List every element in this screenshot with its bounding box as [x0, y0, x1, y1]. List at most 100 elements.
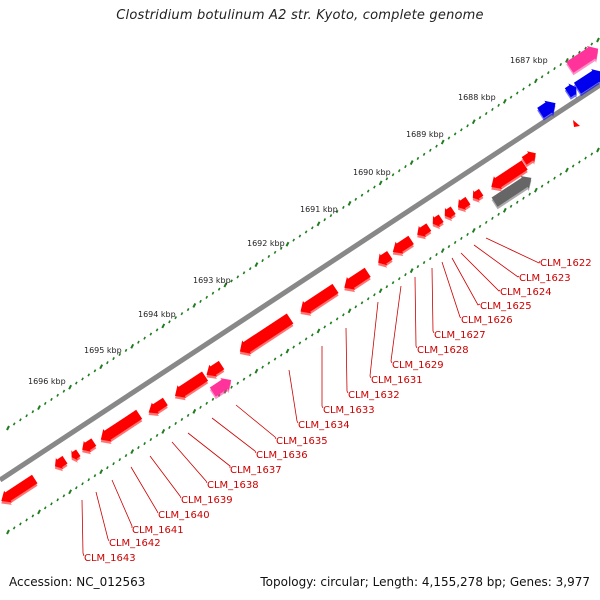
leader-line: [460, 252, 501, 292]
tick-mark: [515, 200, 519, 204]
tick-mark: [217, 287, 221, 291]
tick-mark: [385, 177, 389, 181]
gene-label: CLM_1632: [348, 390, 400, 401]
leader-line: [369, 301, 379, 379]
tick-mark: [56, 498, 59, 502]
tick-mark: [112, 357, 115, 361]
tick-mark: [6, 529, 10, 535]
leader-line: [485, 237, 541, 264]
tick-mark: [236, 275, 240, 279]
tick-mark: [440, 139, 445, 145]
gene-labels: CLM_1622 CLM_1623 CLM_1624 CLM_1625 CLM_1626…: [84, 258, 592, 564]
gene-arrow: [300, 283, 339, 314]
tick-mark: [143, 336, 146, 340]
tick-mark: [540, 75, 544, 79]
tick-mark: [168, 320, 171, 324]
leader-line: [414, 276, 418, 349]
accession-text: Accession: NC_012563: [9, 575, 146, 589]
tick-mark: [559, 172, 563, 176]
tick-mark: [453, 240, 457, 245]
tick-mark: [205, 295, 209, 299]
gene-arrow: [209, 378, 232, 397]
tick-mark: [342, 313, 345, 317]
tick-mark: [168, 425, 171, 430]
gene-label: CLM_1633: [323, 405, 375, 416]
tick-mark: [397, 169, 401, 173]
gene-arrow: [521, 151, 536, 165]
tick-mark: [99, 364, 104, 370]
leader-line: [345, 327, 349, 394]
gene-label: CLM_1628: [417, 345, 469, 356]
gene-arrow: [206, 360, 225, 377]
gene-label: CLM_1625: [480, 301, 532, 312]
tick-mark: [522, 196, 525, 200]
kbp-label: 1693 kbp: [193, 276, 231, 285]
tick-mark: [578, 50, 581, 54]
tick-mark: [391, 281, 395, 285]
tick-mark: [565, 167, 569, 173]
tick-mark: [254, 368, 259, 374]
leader-line: [171, 441, 208, 484]
tick-mark: [416, 265, 420, 269]
leader-line: [288, 369, 299, 424]
leader-line: [187, 432, 231, 468]
gene-arrow: [1, 474, 38, 503]
tick-mark: [205, 401, 209, 405]
gene-arrow: [537, 100, 556, 118]
gene-arrow-small: [573, 120, 580, 127]
tick-mark: [590, 152, 594, 156]
genome-summary-text: Topology: circular; Length: 4,155,278 bp…: [260, 575, 590, 589]
kbp-label: 1688 kbp: [458, 93, 496, 102]
tick-mark: [186, 413, 190, 417]
tick-mark: [409, 268, 414, 274]
gene-label: CLM_1643: [84, 553, 136, 564]
kbp-label: 1691 kbp: [300, 205, 338, 214]
leader-line: [130, 466, 159, 514]
gene-label: CLM_1626: [461, 315, 513, 326]
tick-mark: [192, 408, 197, 414]
tick-mark: [422, 152, 426, 156]
tick-mark: [416, 156, 420, 160]
tick-mark: [292, 345, 295, 349]
tick-mark: [75, 381, 78, 385]
tick-mark: [180, 417, 184, 421]
tick-mark: [471, 227, 476, 233]
tick-mark: [347, 308, 352, 314]
tick-mark: [304, 337, 308, 341]
tick-mark: [230, 279, 233, 283]
gene-features: [1, 46, 600, 505]
tick-mark: [242, 271, 246, 275]
genome-backbone: [0, 82, 600, 483]
tick-mark: [378, 288, 383, 294]
tick-mark: [316, 221, 321, 227]
tick-mark: [149, 332, 153, 336]
tick-mark: [161, 429, 166, 434]
tick-mark: [130, 343, 135, 349]
tick-mark: [378, 180, 383, 186]
tick-mark: [460, 236, 463, 241]
tick-mark: [273, 250, 277, 254]
leader-line: [321, 346, 324, 409]
tick-mark: [478, 224, 482, 228]
tick-mark: [75, 486, 78, 490]
tick-mark: [106, 361, 109, 365]
tick-mark: [106, 466, 109, 470]
tick-mark: [50, 502, 53, 506]
tick-mark: [112, 462, 115, 466]
inner-tick-track: [6, 147, 600, 535]
tick-mark: [161, 323, 166, 329]
gene-arrow: [100, 409, 143, 442]
tick-mark: [12, 526, 16, 530]
kbp-label: 1694 kbp: [138, 310, 176, 319]
tick-mark: [43, 506, 47, 510]
tick-mark: [497, 212, 500, 216]
tick-mark: [31, 410, 35, 414]
tick-mark: [329, 321, 333, 325]
tick-mark: [547, 71, 550, 75]
gene-arrow: [175, 371, 209, 398]
tick-mark: [285, 241, 290, 247]
leader-line: [473, 244, 520, 278]
tick-mark: [559, 62, 563, 67]
gene-label: CLM_1635: [276, 436, 328, 447]
